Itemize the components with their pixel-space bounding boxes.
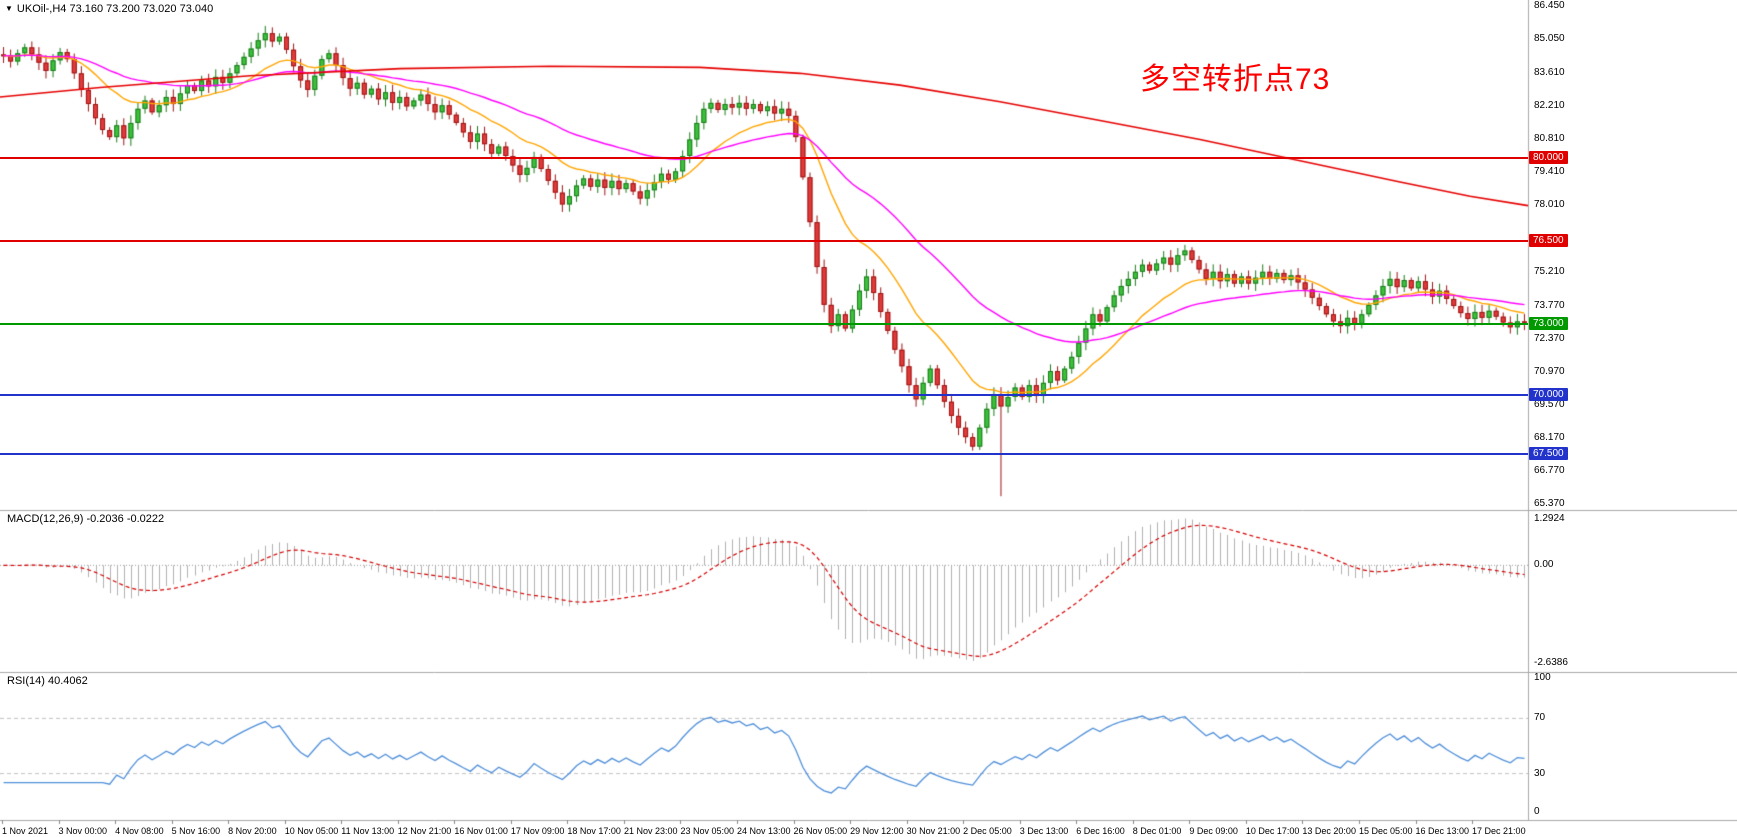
price-axis-label: 80.810 [1534, 133, 1565, 145]
price-axis-label: 72.370 [1534, 332, 1565, 344]
time-axis-label: 17 Dec 21:00 [1472, 826, 1526, 836]
price-axis-label: 82.210 [1534, 100, 1565, 112]
time-axis-label: 5 Nov 16:00 [171, 826, 221, 836]
time-axis-label: 12 Nov 21:00 [397, 826, 452, 836]
time-axis-label: 21 Nov 23:00 [623, 826, 678, 836]
hline-73[interactable] [0, 322, 1528, 325]
rsi-axis-label: 100 [1534, 672, 1551, 683]
rsi-indicator-label: RSI(14) 40.4062 [7, 675, 88, 687]
price-badge: 70.000 [1529, 387, 1568, 401]
chart-title: ▼ UKOil-,H4 73.160 73.200 73.020 73.040 [5, 3, 213, 15]
hline-70[interactable] [0, 393, 1528, 396]
price-axis-label: 66.770 [1534, 464, 1565, 476]
rsi-axis-label: 30 [1534, 767, 1546, 779]
time-axis-label: 11 Nov 13:00 [341, 826, 395, 836]
time-axis-label: 16 Dec 13:00 [1415, 826, 1470, 836]
time-axis-label: 4 Nov 08:00 [115, 826, 164, 836]
price-badge: 73.000 [1529, 316, 1568, 330]
time-axis-label: 15 Dec 05:00 [1358, 826, 1413, 836]
symbol-dropdown-icon[interactable]: ▼ [5, 4, 13, 13]
time-axis-label: 29 Nov 12:00 [850, 826, 904, 836]
price-axis-label: 86.450 [1534, 0, 1565, 11]
price-badge: 67.500 [1529, 446, 1568, 460]
time-axis-label: 2 Dec 05:00 [963, 826, 1012, 836]
price-badge: 76.500 [1529, 234, 1568, 248]
time-axis-label: 10 Nov 05:00 [284, 826, 339, 836]
time-axis-label: 13 Dec 20:00 [1302, 826, 1356, 836]
price-axis-label: 68.170 [1534, 431, 1565, 443]
price-axis-label: 73.770 [1534, 299, 1565, 311]
time-axis-label: 30 Nov 21:00 [906, 826, 961, 836]
chart-title-text: UKOil-,H4 73.160 73.200 73.020 73.040 [16, 3, 214, 15]
rsi-axis-label: 0 [1534, 806, 1540, 817]
time-axis-label: 23 Nov 05:00 [680, 826, 735, 836]
hline-76.5[interactable] [0, 240, 1528, 243]
time-axis-label: 8 Nov 20:00 [228, 826, 277, 836]
time-axis-label: 24 Nov 13:00 [737, 826, 791, 836]
time-axis-label: 1 Nov 2021 [2, 826, 49, 836]
macd-indicator-label: MACD(12,26,9) -0.2036 -0.0222 [7, 513, 165, 525]
time-axis-label: 6 Dec 16:00 [1076, 826, 1125, 836]
time-axis-label: 8 Dec 01:00 [1132, 826, 1182, 836]
time-axis-label: 9 Dec 09:00 [1189, 826, 1238, 836]
time-axis-label: 3 Dec 13:00 [1019, 826, 1069, 836]
rsi-axis-label: 70 [1534, 712, 1546, 724]
time-axis-label: 10 Dec 17:00 [1245, 826, 1300, 836]
price-axis-label: 79.410 [1534, 166, 1565, 178]
price-axis-label: 69.570 [1534, 398, 1565, 410]
macd-axis-label: -2.6386 [1534, 657, 1568, 668]
macd-axis-label: 0.00 [1534, 559, 1554, 571]
chart-annotation-text: 多空转折点73 [1140, 63, 1331, 96]
time-axis-label: 26 Nov 05:00 [793, 826, 848, 836]
macd-axis-label: 1.2924 [1534, 513, 1565, 524]
price-axis-label: 75.210 [1534, 265, 1565, 277]
price-axis-label: 70.970 [1534, 365, 1565, 377]
price-axis-label: 65.370 [1534, 498, 1565, 509]
time-axis-label: 3 Nov 00:00 [58, 826, 108, 836]
price-axis-label: 85.050 [1534, 33, 1565, 45]
hline-80[interactable] [0, 157, 1528, 160]
price-axis-label: 83.610 [1534, 67, 1565, 79]
time-axis-label: 16 Nov 01:00 [454, 826, 508, 836]
price-axis-label: 78.010 [1534, 199, 1565, 211]
time-axis-label: 17 Nov 09:00 [510, 826, 565, 836]
hline-67.5[interactable] [0, 452, 1528, 455]
time-axis-label: 18 Nov 17:00 [567, 826, 621, 836]
price-badge: 80.000 [1529, 151, 1568, 165]
